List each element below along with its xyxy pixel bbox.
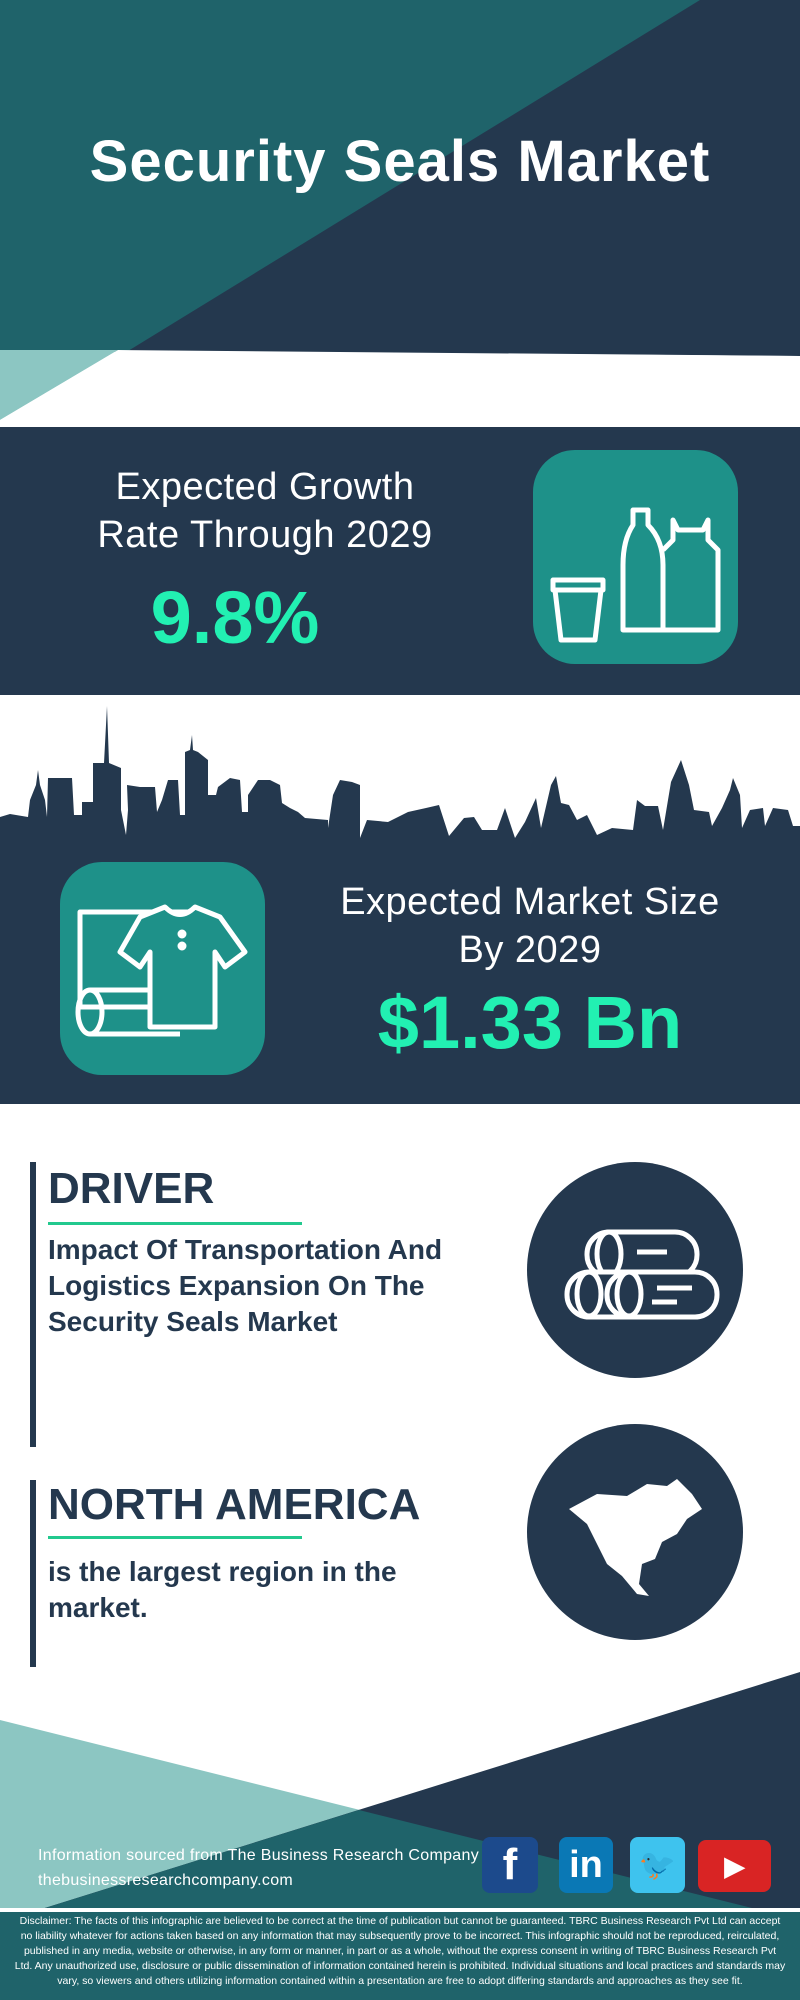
footer-source: Information sourced from The Business Re… xyxy=(38,1847,479,1864)
driver-text-line: Impact Of Transportation And xyxy=(48,1234,443,1265)
driver-text: Impact Of Transportation And Logistics E… xyxy=(48,1232,498,1340)
north-america-map-icon xyxy=(569,1479,702,1596)
market-size-icon-box xyxy=(60,862,265,1075)
region-underline xyxy=(48,1536,302,1539)
growth-label: Expected Growth Rate Through 2029 xyxy=(60,463,470,559)
region-text-line: is the largest region in the xyxy=(48,1556,397,1587)
region-text: is the largest region in the market. xyxy=(48,1554,498,1626)
driver-text-line: Security Seals Market xyxy=(48,1306,338,1337)
disclaimer: Disclaimer: The facts of this infographi… xyxy=(14,1915,786,1987)
youtube-icon[interactable]: ▶ xyxy=(698,1840,771,1892)
market-size-value: $1.33 Bn xyxy=(377,981,683,1064)
driver-heading: DRIVER xyxy=(48,1164,215,1213)
driver-text-line: Logistics Expansion On The xyxy=(48,1270,425,1301)
region-accent-bar xyxy=(30,1480,36,1667)
logs-icon xyxy=(564,1229,720,1320)
driver-underline xyxy=(48,1222,302,1225)
growth-label-line1: Expected Growth xyxy=(115,466,415,508)
region-text-line: market. xyxy=(48,1592,148,1623)
driver-accent-bar xyxy=(30,1162,36,1447)
linkedin-icon[interactable]: in xyxy=(559,1837,613,1893)
growth-label-line2: Rate Through 2029 xyxy=(97,514,433,556)
driver-icon-circle xyxy=(527,1162,743,1378)
market-size-label-line2: By 2029 xyxy=(458,929,602,971)
page-title: Security Seals Market xyxy=(89,129,711,194)
market-size-label: Expected Market Size By 2029 xyxy=(300,878,760,974)
market-size-label-line1: Expected Market Size xyxy=(340,881,720,923)
fabric-roll-shirt-icon xyxy=(75,904,248,1037)
region-icon-circle xyxy=(527,1424,743,1640)
bottle-cup-bag-icon xyxy=(550,507,721,643)
footer-website[interactable]: thebusinessresearchcompany.com xyxy=(38,1872,294,1889)
region-heading: NORTH AMERICA xyxy=(48,1480,421,1529)
city-skyline xyxy=(0,706,800,850)
twitter-icon[interactable]: 🐦 xyxy=(630,1837,685,1893)
facebook-icon[interactable]: f xyxy=(482,1837,538,1893)
growth-icon-box xyxy=(533,450,738,664)
growth-value: 9.8% xyxy=(150,576,320,659)
